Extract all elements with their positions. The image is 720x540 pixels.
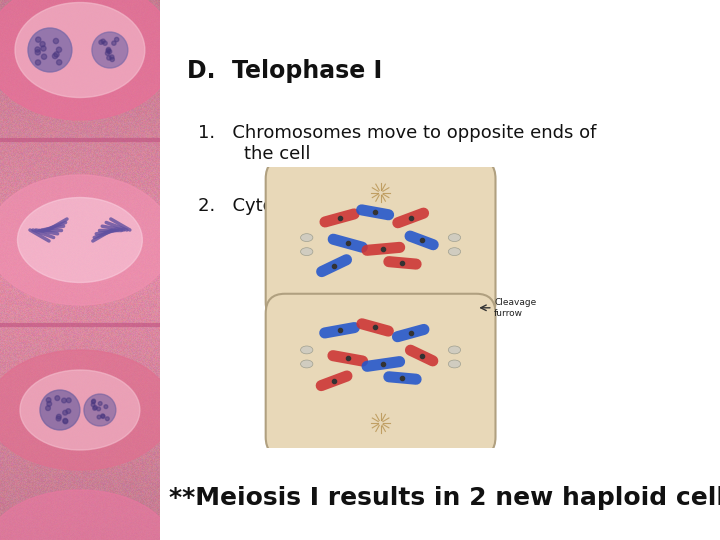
FancyBboxPatch shape bbox=[266, 159, 495, 322]
Circle shape bbox=[107, 50, 112, 54]
Text: 1.   Chromosomes move to opposite ends of
        the cell: 1. Chromosomes move to opposite ends of … bbox=[198, 124, 596, 163]
Circle shape bbox=[91, 399, 96, 403]
Ellipse shape bbox=[300, 248, 313, 255]
Ellipse shape bbox=[449, 248, 461, 255]
Circle shape bbox=[35, 60, 40, 65]
Circle shape bbox=[53, 38, 58, 44]
Text: D.  Telophase I: D. Telophase I bbox=[187, 59, 382, 83]
Circle shape bbox=[94, 406, 97, 409]
Circle shape bbox=[40, 390, 80, 430]
Circle shape bbox=[63, 410, 68, 415]
Ellipse shape bbox=[449, 346, 461, 354]
Circle shape bbox=[104, 405, 108, 409]
Text: Cleavage
furrow: Cleavage furrow bbox=[494, 298, 536, 318]
Circle shape bbox=[110, 57, 114, 62]
Circle shape bbox=[63, 419, 68, 424]
Circle shape bbox=[107, 56, 111, 60]
Ellipse shape bbox=[300, 360, 313, 368]
Ellipse shape bbox=[0, 175, 172, 305]
Circle shape bbox=[101, 39, 105, 43]
Circle shape bbox=[35, 50, 40, 55]
Circle shape bbox=[56, 416, 61, 421]
Circle shape bbox=[98, 402, 102, 406]
Circle shape bbox=[96, 407, 101, 411]
Circle shape bbox=[56, 47, 62, 52]
Text: **Meiosis I results in 2 new haploid cells: **Meiosis I results in 2 new haploid cel… bbox=[169, 487, 720, 510]
Ellipse shape bbox=[300, 234, 313, 241]
Circle shape bbox=[57, 60, 62, 65]
Ellipse shape bbox=[17, 198, 143, 282]
Circle shape bbox=[99, 40, 103, 44]
Circle shape bbox=[105, 51, 109, 56]
Circle shape bbox=[114, 37, 119, 42]
Circle shape bbox=[101, 414, 104, 418]
Ellipse shape bbox=[0, 350, 172, 470]
Circle shape bbox=[63, 418, 68, 423]
Circle shape bbox=[91, 400, 95, 404]
Circle shape bbox=[47, 401, 52, 406]
Circle shape bbox=[66, 398, 71, 403]
Ellipse shape bbox=[449, 360, 461, 368]
Circle shape bbox=[105, 417, 109, 421]
Circle shape bbox=[109, 55, 114, 59]
Circle shape bbox=[41, 46, 46, 51]
Circle shape bbox=[40, 42, 45, 47]
Circle shape bbox=[35, 37, 41, 42]
Circle shape bbox=[46, 397, 51, 402]
Circle shape bbox=[62, 398, 66, 403]
Circle shape bbox=[45, 406, 50, 410]
Circle shape bbox=[106, 49, 110, 53]
Ellipse shape bbox=[300, 346, 313, 354]
Circle shape bbox=[112, 41, 116, 45]
Circle shape bbox=[28, 28, 72, 72]
Circle shape bbox=[97, 415, 101, 419]
Circle shape bbox=[54, 52, 59, 57]
Circle shape bbox=[56, 414, 61, 419]
Ellipse shape bbox=[0, 490, 175, 540]
Circle shape bbox=[41, 54, 47, 59]
Ellipse shape bbox=[449, 234, 461, 241]
Circle shape bbox=[91, 403, 95, 407]
Ellipse shape bbox=[0, 0, 175, 120]
Circle shape bbox=[92, 32, 128, 68]
Circle shape bbox=[107, 48, 111, 52]
Circle shape bbox=[101, 415, 105, 419]
Circle shape bbox=[53, 53, 58, 59]
Circle shape bbox=[93, 407, 96, 410]
Circle shape bbox=[55, 396, 60, 401]
Ellipse shape bbox=[20, 370, 140, 450]
Ellipse shape bbox=[15, 3, 145, 98]
FancyBboxPatch shape bbox=[266, 294, 495, 457]
Circle shape bbox=[103, 41, 107, 45]
Circle shape bbox=[66, 409, 71, 414]
Circle shape bbox=[84, 394, 116, 426]
Circle shape bbox=[35, 47, 40, 52]
Text: 2.   Cytokinesis occurs: 2. Cytokinesis occurs bbox=[198, 197, 400, 215]
